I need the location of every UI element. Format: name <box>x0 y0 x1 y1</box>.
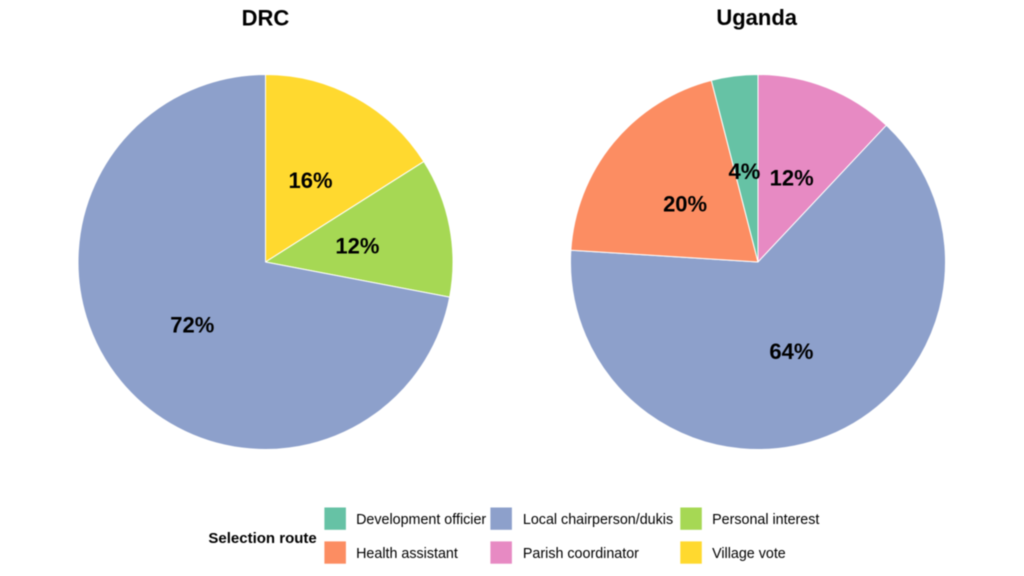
svg-text:Development officier: Development officier <box>356 512 486 528</box>
svg-text:20%: 20% <box>663 191 707 216</box>
svg-text:DRC: DRC <box>242 6 290 31</box>
svg-text:Village vote: Village vote <box>712 546 786 562</box>
svg-text:Personal interest: Personal interest <box>712 512 819 528</box>
svg-text:12%: 12% <box>335 234 379 259</box>
svg-text:Uganda: Uganda <box>716 5 797 30</box>
svg-text:4%: 4% <box>729 159 761 184</box>
svg-text:Selection route: Selection route <box>208 530 316 547</box>
svg-text:Health assistant: Health assistant <box>356 546 458 562</box>
svg-text:12%: 12% <box>770 166 814 191</box>
svg-text:16%: 16% <box>288 168 332 193</box>
svg-text:64%: 64% <box>769 339 813 364</box>
svg-text:Local chairperson/dukis: Local chairperson/dukis <box>523 512 673 528</box>
svg-text:72%: 72% <box>170 312 214 337</box>
svg-text:Parish coordinator: Parish coordinator <box>523 546 639 562</box>
